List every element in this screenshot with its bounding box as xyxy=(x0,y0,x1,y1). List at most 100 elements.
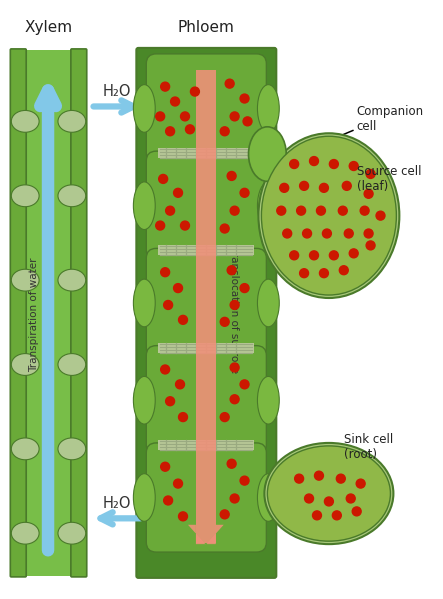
Circle shape xyxy=(161,462,170,471)
Circle shape xyxy=(352,507,361,516)
FancyBboxPatch shape xyxy=(136,48,276,578)
FancyBboxPatch shape xyxy=(71,49,87,577)
Bar xyxy=(158,343,254,353)
Circle shape xyxy=(366,170,375,179)
Circle shape xyxy=(240,380,249,389)
Ellipse shape xyxy=(249,127,286,181)
Ellipse shape xyxy=(12,110,39,132)
Ellipse shape xyxy=(12,185,39,207)
Circle shape xyxy=(243,117,252,126)
Circle shape xyxy=(161,268,170,277)
Text: Phloem: Phloem xyxy=(178,20,235,35)
Bar xyxy=(196,69,216,543)
FancyBboxPatch shape xyxy=(146,443,266,552)
Circle shape xyxy=(360,206,369,215)
Circle shape xyxy=(336,474,345,483)
Ellipse shape xyxy=(58,269,86,291)
Circle shape xyxy=(349,249,358,258)
Circle shape xyxy=(299,269,309,278)
Circle shape xyxy=(376,211,385,220)
Circle shape xyxy=(310,251,319,260)
Ellipse shape xyxy=(257,474,279,521)
FancyBboxPatch shape xyxy=(146,151,266,261)
Circle shape xyxy=(240,283,249,292)
Circle shape xyxy=(323,229,331,238)
Ellipse shape xyxy=(257,84,279,132)
FancyBboxPatch shape xyxy=(146,54,266,163)
Circle shape xyxy=(220,510,229,519)
Text: Xylem: Xylem xyxy=(24,20,73,35)
Ellipse shape xyxy=(261,136,396,295)
Circle shape xyxy=(190,87,199,96)
Circle shape xyxy=(161,82,170,91)
Circle shape xyxy=(175,380,184,389)
Circle shape xyxy=(230,206,239,215)
Circle shape xyxy=(220,317,229,326)
Circle shape xyxy=(220,127,229,136)
Circle shape xyxy=(240,476,249,485)
Circle shape xyxy=(338,206,347,215)
Ellipse shape xyxy=(257,376,279,424)
FancyBboxPatch shape xyxy=(10,49,26,577)
Ellipse shape xyxy=(12,522,39,544)
Bar xyxy=(158,440,254,450)
Circle shape xyxy=(305,494,314,503)
Circle shape xyxy=(315,471,323,480)
Circle shape xyxy=(220,224,229,233)
Circle shape xyxy=(277,206,286,215)
Circle shape xyxy=(290,159,299,168)
Circle shape xyxy=(171,97,179,106)
Bar xyxy=(25,50,72,576)
Circle shape xyxy=(163,496,173,505)
Circle shape xyxy=(280,183,289,192)
Circle shape xyxy=(324,497,334,506)
Circle shape xyxy=(240,188,249,197)
Circle shape xyxy=(174,283,183,292)
Circle shape xyxy=(319,269,328,278)
Circle shape xyxy=(283,229,291,238)
Circle shape xyxy=(230,301,239,310)
Circle shape xyxy=(161,365,170,374)
Ellipse shape xyxy=(133,84,155,132)
Circle shape xyxy=(230,363,239,372)
Circle shape xyxy=(295,474,303,483)
Circle shape xyxy=(366,241,375,250)
Circle shape xyxy=(297,206,306,215)
Circle shape xyxy=(181,221,190,230)
Circle shape xyxy=(339,266,348,275)
Circle shape xyxy=(225,79,234,88)
Ellipse shape xyxy=(133,279,155,327)
Circle shape xyxy=(230,395,239,404)
Circle shape xyxy=(316,206,326,215)
Circle shape xyxy=(181,112,190,121)
Circle shape xyxy=(227,171,236,180)
Circle shape xyxy=(332,511,341,520)
Ellipse shape xyxy=(268,446,390,541)
Text: Translocation of sucrose: Translocation of sucrose xyxy=(229,247,239,373)
Ellipse shape xyxy=(257,182,279,229)
Circle shape xyxy=(312,511,322,520)
Circle shape xyxy=(166,206,175,215)
Ellipse shape xyxy=(58,110,86,132)
Circle shape xyxy=(227,459,236,468)
Ellipse shape xyxy=(133,182,155,229)
Circle shape xyxy=(330,251,338,260)
Text: Companion
cell: Companion cell xyxy=(357,105,424,134)
Circle shape xyxy=(156,221,165,230)
FancyArrow shape xyxy=(188,525,224,544)
Text: Source cell
(leaf): Source cell (leaf) xyxy=(357,165,421,193)
Circle shape xyxy=(186,125,194,134)
Circle shape xyxy=(163,301,173,310)
Ellipse shape xyxy=(58,185,86,207)
Circle shape xyxy=(174,188,183,197)
Circle shape xyxy=(240,94,249,103)
Bar xyxy=(158,148,254,158)
Text: Transpiration of water: Transpiration of water xyxy=(29,258,39,372)
Circle shape xyxy=(227,266,236,275)
Ellipse shape xyxy=(58,522,86,544)
Ellipse shape xyxy=(12,353,39,376)
Circle shape xyxy=(230,494,239,503)
Circle shape xyxy=(230,112,239,121)
Circle shape xyxy=(344,229,353,238)
Circle shape xyxy=(299,181,309,190)
